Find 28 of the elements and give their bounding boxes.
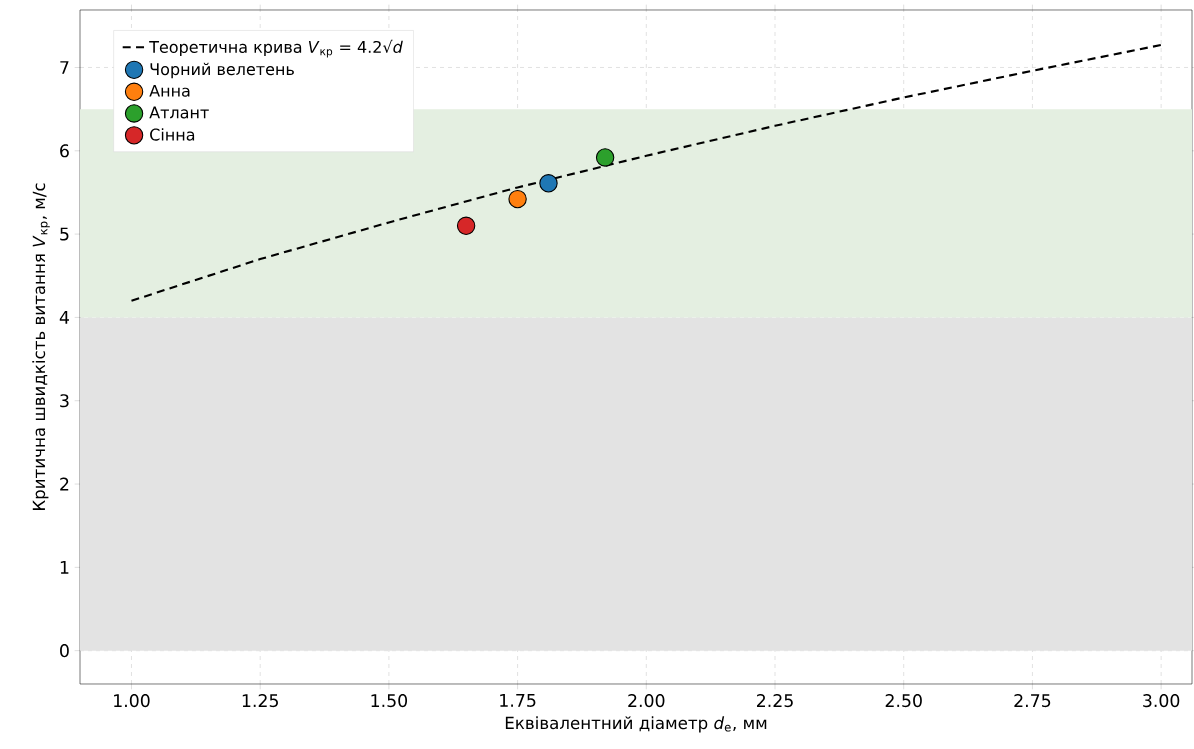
x-tick-label: 1.50 xyxy=(371,694,408,708)
x-tick-label: 2.25 xyxy=(756,694,793,708)
y-axis-title: Критична швидкість витання V$_{кр}$, м/с xyxy=(32,183,50,511)
x-tick-label: 3.00 xyxy=(1143,694,1180,708)
x-tick-label: 1.75 xyxy=(500,694,536,707)
x-axis-title: Еквівалентний діаметр d$_{e}$, мм xyxy=(505,716,767,733)
point xyxy=(539,174,558,193)
legend-label: Анна xyxy=(149,84,190,97)
point xyxy=(456,216,476,235)
x-tick-label: 2.75 xyxy=(1014,694,1051,708)
legend-label: Сінна xyxy=(150,128,195,141)
y-tick-label: 2 xyxy=(60,477,69,491)
y-tick-label: 5 xyxy=(60,227,69,241)
y-tick-label: 6 xyxy=(60,144,69,158)
legend-label: Теоретична крива V$_{кр}$ = 4.2√d xyxy=(149,39,403,58)
x-tick-label: 1.25 xyxy=(242,694,278,708)
x-tick-label: 2.50 xyxy=(885,694,922,708)
point xyxy=(508,189,527,209)
x-tick-label: 2.00 xyxy=(628,694,665,708)
point xyxy=(595,148,615,167)
y-tick-label: 4 xyxy=(59,311,69,324)
y-tick-label: 1 xyxy=(60,561,69,574)
legend-label: Чорний велетень xyxy=(150,62,294,79)
y-tick-label: 3 xyxy=(60,394,69,408)
x-tick-label: 1.00 xyxy=(114,694,150,708)
legend-label: Атлант xyxy=(149,106,209,119)
y-tick-label: 7 xyxy=(60,61,69,74)
y-tick-label: 0 xyxy=(60,644,69,658)
